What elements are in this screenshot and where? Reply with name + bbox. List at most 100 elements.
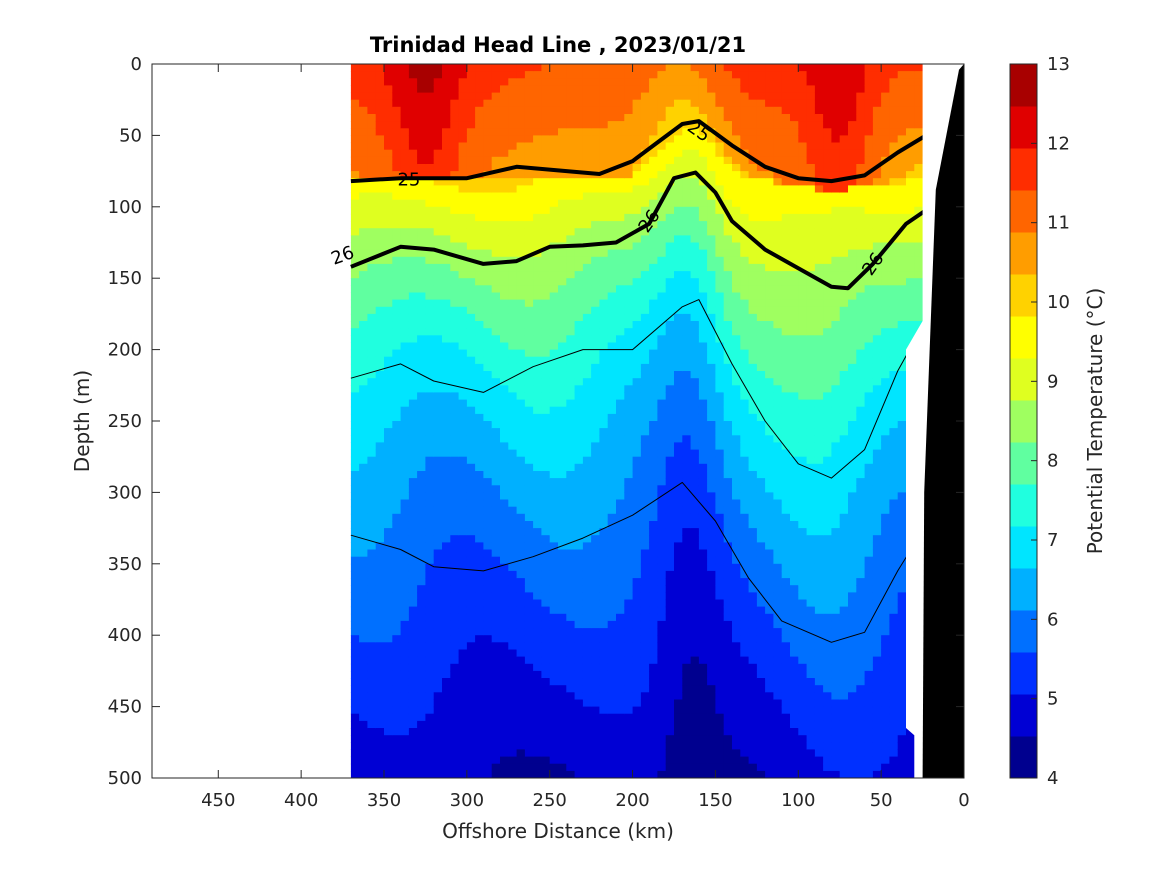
field-cell: [425, 428, 435, 436]
field-cell: [367, 371, 377, 379]
field-cell: [574, 663, 584, 672]
field-cell: [384, 670, 393, 679]
field-cell: [500, 728, 509, 736]
field-cell: [616, 756, 625, 765]
field-cell: [723, 335, 733, 343]
field-cell: [408, 363, 418, 372]
field-cell: [442, 328, 451, 336]
field-cell: [599, 192, 609, 201]
field-cell: [384, 606, 393, 615]
field-cell: [475, 763, 484, 772]
field-cell: [632, 435, 642, 443]
field-cell: [450, 449, 460, 458]
field-cell: [508, 121, 518, 129]
field-cell: [640, 413, 650, 422]
field-cell: [640, 249, 650, 258]
field-cell: [682, 185, 692, 194]
field-cell: [690, 171, 700, 179]
field-cell: [475, 142, 484, 151]
field-cell: [400, 649, 410, 658]
field-cell: [591, 156, 600, 165]
field-cell: [541, 713, 551, 722]
field-cell: [417, 770, 426, 778]
field-cell: [442, 763, 451, 772]
field-cell: [491, 328, 501, 336]
field-cell: [723, 92, 733, 101]
field-cell: [425, 685, 435, 693]
field-cell: [732, 528, 741, 536]
field-cell: [475, 599, 484, 608]
field-cell: [740, 442, 750, 451]
field-cell: [649, 449, 658, 458]
field-cell: [392, 606, 402, 615]
field-cell: [458, 499, 468, 508]
field-cell: [359, 699, 368, 708]
field-cell: [698, 406, 708, 415]
field-cell: [591, 763, 600, 772]
field-cell: [425, 285, 435, 293]
field-cell: [367, 563, 377, 572]
field-cell: [640, 349, 650, 358]
field-cell: [400, 642, 410, 650]
field-cell: [690, 106, 700, 115]
field-cell: [524, 285, 534, 293]
field-cell: [392, 156, 402, 165]
field-cell: [508, 456, 518, 465]
field-cell: [591, 313, 600, 322]
field-cell: [616, 613, 625, 622]
field-cell: [715, 442, 725, 451]
field-cell: [698, 85, 708, 94]
field-cell: [707, 471, 716, 479]
field-cell: [632, 442, 642, 451]
field-cell: [375, 78, 385, 86]
field-cell: [707, 642, 716, 650]
field-cell: [508, 599, 518, 608]
field-cell: [350, 135, 360, 144]
field-cell: [732, 306, 741, 315]
field-cell: [599, 392, 609, 401]
field-cell: [433, 228, 443, 236]
field-cell: [408, 85, 418, 94]
field-cell: [433, 349, 443, 358]
field-cell: [607, 563, 617, 572]
field-cell: [715, 171, 725, 179]
field-cell: [698, 292, 708, 301]
field-cell: [549, 642, 559, 650]
field-cell: [732, 278, 741, 286]
field-cell: [599, 628, 609, 636]
field-cell: [384, 585, 393, 593]
field-cell: [533, 556, 542, 565]
field-cell: [690, 428, 700, 436]
field-cell: [748, 678, 758, 686]
field-cell: [756, 685, 766, 693]
field-cell: [491, 521, 501, 529]
field-cell: [616, 606, 625, 615]
field-cell: [682, 592, 692, 601]
field-cell: [475, 228, 484, 236]
field-cell: [458, 535, 468, 543]
field-cell: [732, 749, 741, 758]
field-cell: [723, 156, 733, 165]
field-cell: [450, 670, 460, 679]
field-cell: [715, 413, 725, 422]
field-cell: [367, 635, 377, 643]
field-cell: [491, 613, 501, 622]
field-cell: [417, 221, 426, 229]
field-cell: [698, 256, 708, 265]
field-cell: [599, 592, 609, 601]
field-cell: [549, 685, 559, 693]
field-cell: [657, 185, 667, 194]
field-cell: [740, 542, 750, 551]
field-cell: [392, 292, 402, 301]
field-cell: [466, 313, 476, 322]
field-cell: [466, 149, 476, 158]
field-cell: [707, 106, 716, 115]
field-cell: [674, 235, 683, 244]
field-cell: [591, 321, 600, 329]
field-cell: [533, 692, 542, 700]
field-cell: [450, 328, 460, 336]
field-cell: [690, 606, 700, 615]
field-cell: [607, 585, 617, 593]
field-cell: [350, 628, 360, 636]
field-cell: [442, 756, 451, 765]
